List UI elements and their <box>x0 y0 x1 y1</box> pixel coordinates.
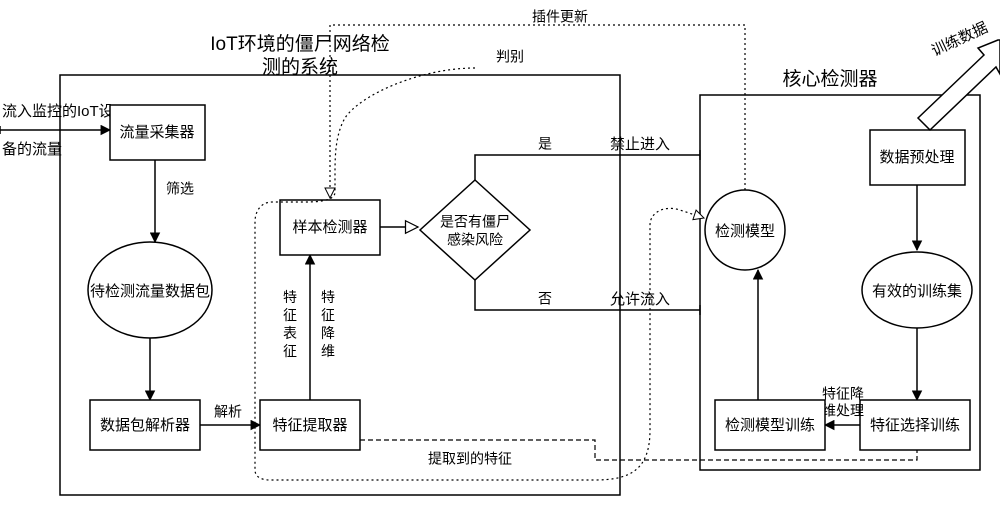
sample-detector-label: 样本检测器 <box>292 219 367 236</box>
feat-dr-4: 维 <box>321 343 335 359</box>
forbid-label: 禁止进入 <box>610 136 670 153</box>
detect-model-train-label: 检测模型训练 <box>725 417 815 434</box>
parse-label: 解析 <box>214 404 242 420</box>
pending-packets-label: 待检测流量数据包 <box>90 283 210 300</box>
detect-model-label: 检测模型 <box>715 223 775 240</box>
training-data-label: 训练数据 <box>929 19 991 60</box>
discriminate-label: 判别 <box>496 49 524 65</box>
edge-plugin-update <box>330 25 745 198</box>
iot-system-title-line2: 测的系统 <box>262 56 338 78</box>
feat-dr-proc-1: 特征降 <box>822 386 864 402</box>
feature-select-train-label: 特征选择训练 <box>870 417 960 434</box>
risk-label-1: 是否有僵尸 <box>440 214 510 230</box>
risk-label-2: 感染风险 <box>447 232 503 248</box>
inflow-label-2: 备的流量 <box>2 141 62 158</box>
inflow-label-1: 流入监控的IoT设 <box>2 103 114 120</box>
packet-parser-label: 数据包解析器 <box>100 417 190 434</box>
no-label: 否 <box>538 291 552 307</box>
iot-system-title-line1: IoT环境的僵尸网络检 <box>210 33 389 55</box>
feat-repr-2: 征 <box>283 307 297 323</box>
feat-repr-3: 表 <box>283 325 297 341</box>
extracted-feats-label: 提取到的特征 <box>428 451 512 467</box>
feat-dr-3: 降 <box>321 325 335 341</box>
feat-repr-1: 特 <box>283 289 297 305</box>
feature-extractor-label: 特征提取器 <box>272 417 347 434</box>
yes-label: 是 <box>538 136 552 152</box>
data-preprocess-label: 数据预处理 <box>879 149 954 166</box>
core-detector-title: 核心检测器 <box>782 68 877 90</box>
feat-dr-2: 征 <box>321 307 335 323</box>
node-risk-decision <box>420 180 530 280</box>
feat-repr-4: 征 <box>283 343 297 359</box>
training-data-arrow <box>918 40 1000 130</box>
allow-label: 允许流入 <box>610 291 670 308</box>
filter-label: 筛选 <box>166 181 194 197</box>
plugin-update-label: 插件更新 <box>532 9 588 25</box>
traffic-collector-label: 流量采集器 <box>119 124 194 141</box>
feat-dr-1: 特 <box>321 289 335 305</box>
edge-yes <box>475 155 700 180</box>
valid-trainset-label: 有效的训练集 <box>872 283 962 300</box>
feat-dr-proc-2: 维处理 <box>822 403 864 419</box>
